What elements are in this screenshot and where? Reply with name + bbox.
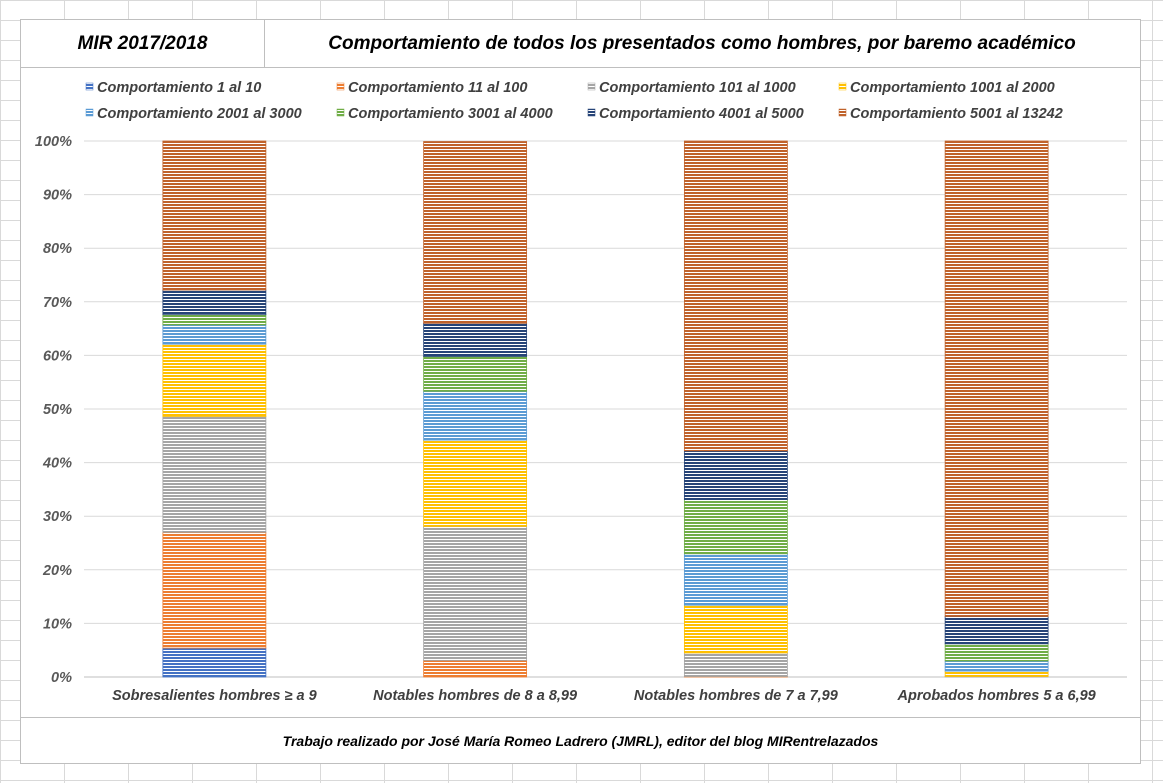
legend-swatch-comportamiento-101-al-1000: [587, 82, 596, 91]
legend-swatch-comportamiento-4001-al-5000: [587, 108, 596, 117]
bar-segment-comportamiento-4001-al-5000-cat2: [423, 322, 528, 357]
bar-segment-comportamiento-1001-al-2000-cat1: [162, 343, 267, 417]
legend-swatch-comportamiento-11-al-100: [336, 82, 345, 91]
y-tick-label: 80%: [43, 241, 72, 257]
bar-segment-comportamiento-3001-al-4000-cat1: [162, 314, 267, 326]
legend-swatch-comportamiento-3001-al-4000: [336, 108, 345, 117]
bar-segment-comportamiento-3001-al-4000-cat3: [683, 499, 788, 555]
bar-segment-comportamiento-5001-al-13242-cat3: [683, 140, 788, 452]
y-tick-label: 20%: [42, 563, 72, 579]
x-category-label: Aprobados hombres 5 a 6,99: [897, 688, 1096, 704]
legend-swatch-comportamiento-1-al-10: [85, 82, 94, 91]
bars: [162, 140, 1049, 678]
chart-title: Comportamiento de todos los presentados …: [264, 20, 1140, 68]
bar-segment-comportamiento-1001-al-2000-cat3: [683, 604, 788, 654]
bar-segment-comportamiento-2001-al-3000-cat2: [423, 390, 528, 441]
x-category-label: Sobresalientes hombres ≥ a 9: [112, 688, 317, 704]
year-title: MIR 2017/2018: [21, 20, 265, 68]
bar-segment-comportamiento-4001-al-5000-cat4: [944, 616, 1049, 645]
y-tick-label: 70%: [43, 295, 72, 311]
bar-segment-comportamiento-5001-al-13242-cat2: [423, 141, 528, 324]
legend-label-comportamiento-2001-al-3000: Comportamiento 2001 al 3000: [97, 106, 302, 122]
bar-segment-comportamiento-101-al-1000-cat2: [423, 525, 528, 661]
y-tick-label: 50%: [43, 402, 72, 418]
bar-segment-comportamiento-2001-al-3000-cat1: [162, 324, 267, 345]
chart-legend: Comportamiento 1 al 10 Comportamiento 11 …: [85, 80, 1063, 122]
bar-segment-comportamiento-4001-al-5000-cat1: [162, 289, 267, 316]
legend-swatch-comportamiento-1001-al-2000: [838, 82, 847, 91]
bar-segment-comportamiento-2001-al-3000-cat3: [683, 553, 788, 606]
y-tick-label: 100%: [35, 134, 72, 150]
x-category-label: Notables hombres de 8 a 8,99: [373, 688, 577, 704]
legend-label-comportamiento-3001-al-4000: Comportamiento 3001 al 4000: [348, 106, 553, 122]
bar-segment-comportamiento-3001-al-4000-cat4: [944, 643, 1049, 662]
bar-segment-comportamiento-4001-al-5000-cat3: [683, 450, 788, 500]
bar-segment-comportamiento-101-al-1000-cat1: [162, 416, 267, 533]
bar-segment-comportamiento-1001-al-2000-cat4: [944, 670, 1049, 677]
bar-segment-comportamiento-11-al-100-cat1: [162, 531, 267, 649]
y-axis-labels: 0% 10% 20% 30% 40% 50% 60% 70% 80% 90% 100%: [35, 134, 72, 686]
legend-swatch-comportamiento-2001-al-3000: [85, 108, 94, 117]
legend-label-comportamiento-4001-al-5000: Comportamiento 4001 al 5000: [599, 106, 804, 122]
legend-label-comportamiento-11-al-100: Comportamiento 11 al 100: [348, 80, 527, 96]
legend-label-comportamiento-1001-al-2000: Comportamiento 1001 al 2000: [850, 80, 1055, 96]
legend-label-comportamiento-5001-al-13242: Comportamiento 5001 al 13242: [850, 106, 1063, 122]
bar-segment-comportamiento-1001-al-2000-cat2: [423, 439, 528, 527]
bar-segment-comportamiento-1-al-10-cat1: [162, 647, 267, 678]
x-category-label: Notables hombres de 7 a 7,99: [634, 688, 838, 704]
bar-segment-comportamiento-101-al-1000-cat3: [683, 652, 788, 677]
y-tick-label: 30%: [43, 509, 72, 525]
bar-segment-comportamiento-5001-al-13242-cat4: [944, 140, 1049, 617]
bar-segment-comportamiento-5001-al-13242-cat1: [162, 140, 267, 291]
bar-segment-comportamiento-2001-al-3000-cat4: [944, 660, 1049, 672]
legend-label-comportamiento-101-al-1000: Comportamiento 101 al 1000: [599, 80, 796, 96]
legend-label-comportamiento-1-al-10: Comportamiento 1 al 10: [97, 80, 261, 96]
y-tick-label: 40%: [42, 456, 72, 472]
legend-swatch-comportamiento-5001-al-13242: [838, 108, 847, 117]
y-tick-label: 90%: [43, 188, 72, 204]
bar-segment-comportamiento-11-al-100-cat2: [423, 659, 528, 678]
bar-segment-comportamiento-3001-al-4000-cat2: [423, 356, 528, 392]
footer-credit: Trabajo realizado por José María Romeo L…: [21, 717, 1140, 764]
y-tick-label: 10%: [43, 616, 72, 632]
y-tick-label: 60%: [43, 348, 72, 364]
y-tick-label: 0%: [51, 670, 72, 686]
x-axis-labels: Sobresalientes hombres ≥ a 9 Notables hom…: [112, 688, 1096, 704]
